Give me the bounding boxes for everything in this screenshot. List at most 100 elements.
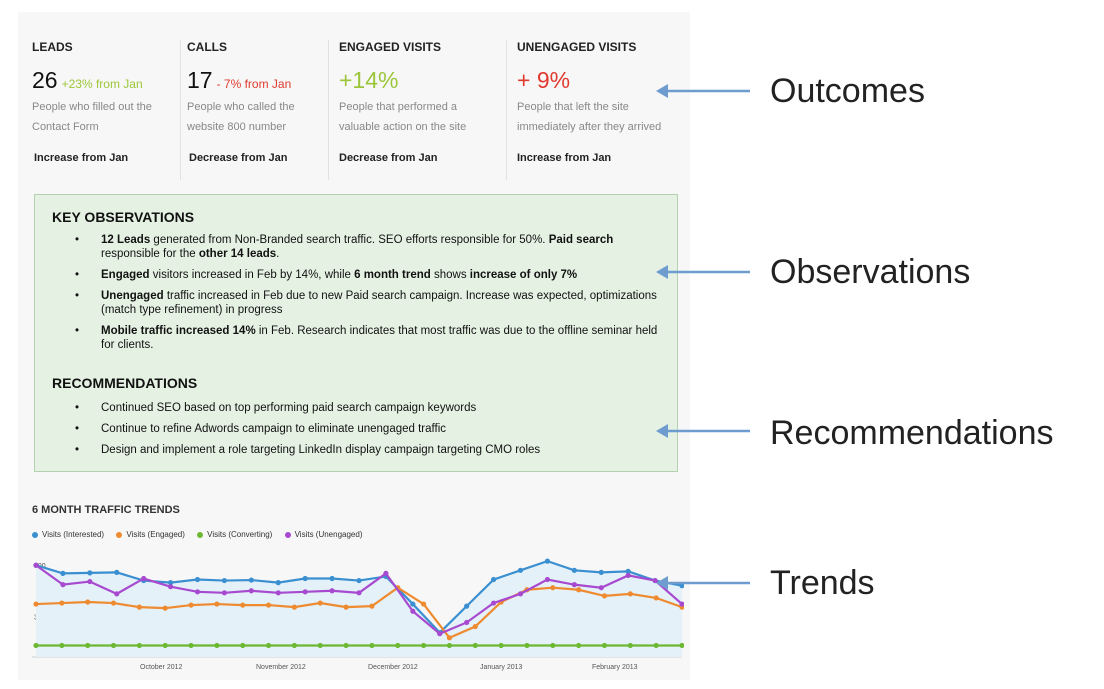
data-point: [410, 608, 416, 614]
data-point: [162, 605, 168, 611]
arrow-left-icon: [656, 424, 750, 438]
data-point: [302, 589, 308, 595]
data-point: [317, 642, 323, 649]
data-point: [33, 642, 39, 649]
kpi-value: +14%: [339, 67, 399, 93]
kpi-change: +23% from Jan: [61, 77, 143, 91]
kpi-title: LEADS: [32, 40, 73, 54]
list-item: Engaged visitors increased in Feb by 14%…: [75, 268, 661, 282]
data-point: [194, 576, 201, 583]
data-point: [490, 576, 497, 583]
data-point: [141, 575, 147, 582]
data-point: [395, 642, 401, 649]
data-point: [87, 570, 93, 576]
data-point: [446, 635, 453, 641]
data-point: [114, 569, 120, 575]
data-point: [162, 642, 168, 649]
data-point: [625, 572, 631, 579]
kpi-value: + 9%: [517, 67, 571, 93]
observations-list: 12 Leads generated from Non-Branded sear…: [75, 233, 661, 359]
arrow-left-icon: [656, 84, 750, 98]
data-point: [33, 562, 39, 568]
data-point: [317, 600, 323, 606]
data-point: [421, 642, 427, 649]
data-point: [248, 577, 254, 583]
data-point: [265, 602, 272, 608]
data-point: [446, 642, 453, 649]
kpi-engaged-visits: ENGAGED VISITS +14% People that performe…: [328, 40, 505, 180]
data-point: [679, 583, 684, 589]
data-point: [188, 642, 194, 649]
data-point: [356, 590, 362, 596]
kpi-description: People that left the site immediately aft…: [517, 101, 662, 133]
data-point: [576, 587, 582, 593]
data-point: [60, 570, 66, 576]
data-point: [437, 631, 443, 637]
data-point: [343, 604, 349, 610]
data-point: [221, 577, 228, 584]
kpi-title: ENGAGED VISITS: [339, 40, 442, 54]
data-point: [627, 642, 633, 649]
data-point: [221, 590, 228, 596]
data-point: [598, 569, 604, 575]
kpi-description: People who called the website 800 number: [187, 101, 295, 133]
data-point: [114, 591, 120, 597]
legend-item-interested[interactable]: Visits (Interested): [32, 530, 104, 539]
legend-item-engaged[interactable]: Visits (Engaged): [116, 530, 185, 539]
data-point: [167, 584, 174, 590]
data-point: [240, 602, 246, 608]
data-point: [679, 601, 684, 607]
legend-item-unengaged[interactable]: Visits (Unengaged): [284, 530, 362, 539]
x-tick-label: January 2013: [480, 664, 523, 671]
data-point: [679, 642, 684, 649]
callout-trends: Trends: [770, 564, 875, 602]
data-point: [652, 577, 658, 584]
report-panel: LEADS 26 +23% from Jan People who filled …: [18, 12, 690, 680]
list-item: Mobile traffic increased 14% in Feb. Res…: [75, 324, 661, 352]
chart-legend: Visits (Interested) Visits (Engaged) Vis…: [32, 530, 372, 539]
data-point: [87, 578, 93, 585]
data-point: [544, 558, 551, 564]
data-point: [59, 642, 65, 649]
data-point: [214, 601, 220, 607]
data-point: [60, 582, 66, 588]
data-point: [110, 642, 117, 649]
kpi-footer: Decrease from Jan: [189, 152, 288, 164]
data-point: [550, 642, 556, 649]
data-point: [601, 642, 608, 649]
list-item: Continue to refine Adwords campaign to e…: [75, 422, 661, 436]
data-point: [517, 567, 524, 573]
data-point: [291, 642, 297, 649]
data-point: [291, 604, 297, 610]
data-point: [598, 585, 604, 591]
data-point: [302, 575, 308, 582]
data-point: [410, 601, 416, 607]
interested-area: [36, 561, 682, 657]
legend-item-converting[interactable]: Visits (Converting): [197, 530, 272, 539]
data-point: [194, 589, 201, 595]
data-point: [369, 603, 375, 609]
data-point: [369, 642, 375, 649]
data-point: [329, 575, 335, 582]
data-point: [601, 593, 608, 599]
data-point: [472, 642, 478, 649]
data-point: [214, 642, 220, 649]
data-point: [472, 623, 478, 630]
data-point: [625, 568, 631, 574]
data-point: [421, 601, 427, 607]
series-line: [35, 586, 683, 640]
x-tick-label: October 2012: [140, 664, 183, 671]
data-point: [517, 591, 524, 597]
x-tick-label: November 2012: [256, 664, 306, 671]
data-point: [110, 600, 117, 606]
callout-outcomes: Outcomes: [770, 72, 925, 110]
list-item: Continued SEO based on top performing pa…: [75, 401, 661, 415]
observations-box: KEY OBSERVATIONS 12 Leads generated from…: [34, 194, 678, 472]
data-point: [571, 567, 577, 573]
data-point: [544, 576, 551, 583]
data-point: [275, 590, 281, 596]
data-point: [136, 642, 142, 649]
data-point: [59, 600, 65, 606]
data-point: [343, 642, 349, 649]
data-point: [498, 642, 504, 649]
